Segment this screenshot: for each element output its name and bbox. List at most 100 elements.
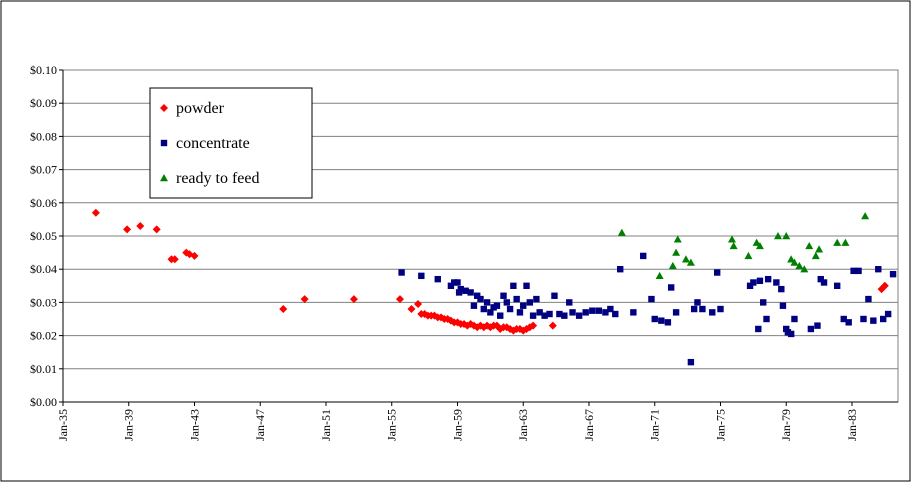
y-tick-label: $0.02 (30, 329, 57, 343)
data-point (756, 277, 764, 285)
data-point (713, 269, 721, 276)
data-point (782, 232, 791, 240)
data-point (841, 238, 850, 246)
data-point (349, 295, 358, 304)
legend-marker (160, 104, 168, 112)
data-point (672, 248, 681, 256)
data-point (861, 212, 870, 220)
data-point (582, 309, 589, 316)
data-point (655, 271, 664, 280)
data-point (833, 238, 842, 246)
data-point (651, 315, 658, 323)
data-point (516, 309, 524, 316)
x-tick-label: Jan-43 (187, 409, 201, 441)
data-point (790, 258, 799, 266)
data-point (454, 279, 461, 286)
x-tick-label: Jan-67 (582, 409, 596, 441)
data-point (500, 292, 507, 299)
data-point (787, 255, 796, 263)
data-point (185, 250, 194, 259)
x-tick-label: Jan-51 (319, 409, 333, 441)
data-point (546, 310, 553, 318)
x-tick-label: Jan-79 (779, 409, 793, 441)
legend-label: powder (176, 100, 225, 117)
data-point (727, 235, 736, 243)
data-point (607, 305, 614, 313)
x-tick-label: Jan-39 (122, 409, 136, 441)
data-point (152, 225, 161, 234)
legend-box (149, 87, 313, 199)
data-point (855, 267, 862, 275)
data-point (300, 295, 309, 304)
data-point (648, 295, 655, 303)
data-point (690, 305, 698, 313)
data-point (455, 289, 463, 296)
data-point (815, 245, 824, 253)
data-point (694, 299, 701, 306)
data-point (840, 315, 847, 323)
data-point (91, 208, 100, 217)
legend-marker (160, 139, 168, 147)
data-point (520, 302, 527, 309)
data-point (717, 305, 724, 313)
data-point (672, 309, 680, 316)
data-point (513, 295, 520, 303)
data-point (497, 312, 504, 319)
data-point (477, 295, 484, 303)
x-tick-label: Jan-59 (450, 409, 464, 441)
data-point (418, 272, 425, 280)
data-point (760, 299, 767, 306)
data-point (791, 315, 798, 323)
data-point (414, 300, 423, 309)
y-tick-label: $0.09 (30, 96, 57, 110)
data-point (123, 225, 132, 234)
data-point (503, 299, 510, 306)
data-point (800, 265, 809, 273)
data-point (774, 232, 783, 240)
data-point (860, 315, 867, 323)
data-point (699, 305, 706, 313)
data-point (805, 241, 814, 250)
data-point (664, 319, 672, 326)
legend-label: ready to feed (176, 170, 260, 187)
x-tick-label: Jan-55 (385, 409, 399, 441)
data-point (407, 305, 416, 314)
data-point (536, 309, 543, 316)
x-tick-label: Jan-35 (56, 409, 70, 441)
y-tick-label: $0.04 (30, 262, 57, 276)
data-point (487, 309, 494, 316)
data-point (506, 305, 514, 313)
data-point (820, 279, 828, 286)
data-point (870, 317, 877, 324)
data-point (752, 238, 761, 246)
data-point (467, 289, 474, 296)
data-point (889, 270, 897, 278)
data-point (884, 310, 892, 318)
data-point (880, 281, 889, 290)
data-point (845, 319, 852, 326)
data-point (773, 279, 780, 286)
data-point (764, 275, 772, 283)
data-point (814, 322, 821, 329)
data-point (136, 222, 145, 231)
data-point (398, 269, 405, 276)
data-point (755, 241, 764, 250)
data-point (190, 251, 199, 260)
data-point (787, 330, 795, 338)
data-point (561, 312, 568, 319)
data-point (480, 305, 487, 313)
x-tick-label: Jan-75 (713, 409, 727, 441)
data-point (640, 252, 647, 260)
data-point (807, 325, 815, 333)
data-point (541, 312, 548, 319)
data-point (658, 317, 665, 324)
data-point (850, 267, 857, 275)
data-point (880, 315, 887, 323)
x-tick-label: Jan-63 (516, 409, 530, 441)
data-point (493, 302, 501, 309)
data-point (595, 307, 603, 314)
data-point (548, 321, 557, 330)
data-point (529, 312, 537, 319)
